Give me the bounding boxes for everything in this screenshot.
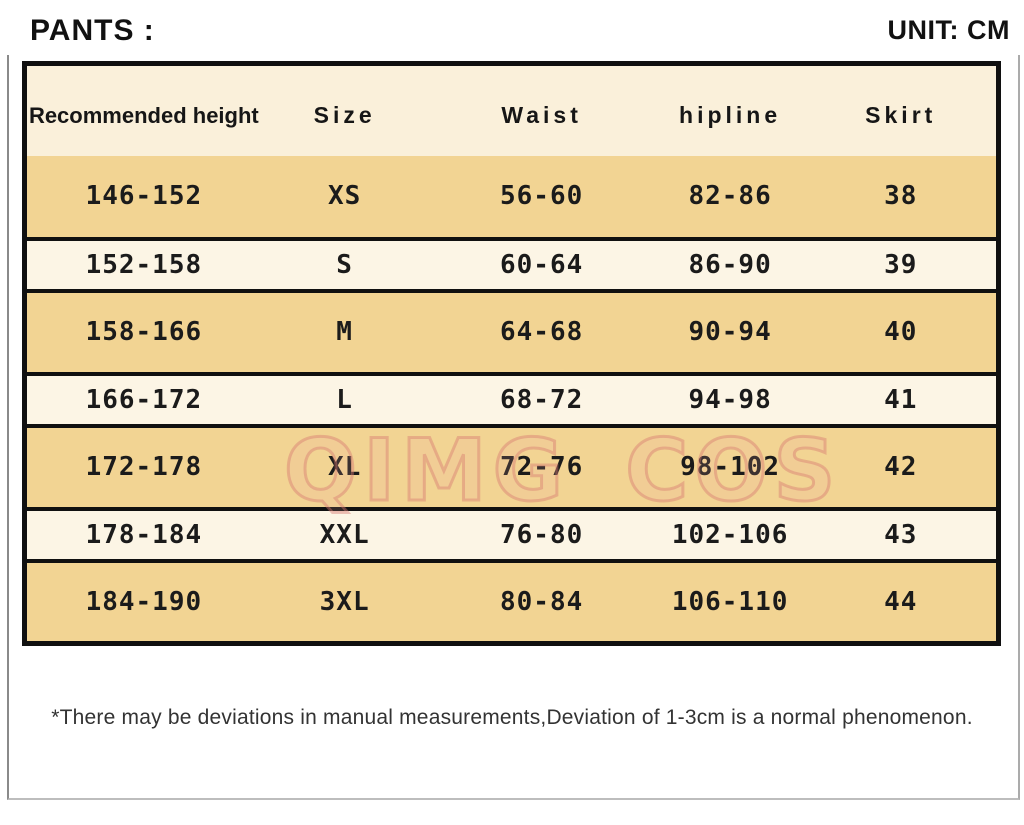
cell-height: 184-190	[85, 586, 203, 617]
column-header-waist: Waist	[501, 102, 582, 129]
cell-height: 146-152	[85, 181, 203, 211]
cell-size: S	[336, 249, 353, 280]
cell-size: XXL	[319, 519, 370, 550]
table-row: 184-190 3XL 80-84 106-110 44	[24, 560, 999, 644]
cell-size: XL	[327, 452, 362, 482]
cell-height: 166-172	[85, 384, 203, 415]
cell-hipline: 90-94	[688, 317, 772, 347]
cell-hipline: 98-102	[680, 452, 781, 482]
column-header-recommended-height: Recommended height	[28, 102, 259, 128]
cell-skirt: 43	[884, 519, 918, 550]
measurement-disclaimer: *There may be deviations in manual measu…	[51, 706, 973, 729]
cell-size: XS	[327, 181, 362, 211]
cell-skirt: 40	[884, 317, 918, 347]
column-header-size: Size	[313, 102, 376, 129]
column-header-skirt: Skirt	[865, 102, 937, 129]
cell-waist: 60-64	[500, 249, 584, 280]
cell-hipline: 86-90	[688, 249, 772, 280]
header-row: Recommended height Size Waist hipline Sk…	[24, 63, 999, 156]
cell-hipline: 94-98	[688, 384, 772, 415]
table-row: 178-184 XXL 76-80 102-106 43	[24, 508, 999, 561]
cell-hipline: 82-86	[688, 181, 772, 211]
size-chart-table: Recommended height Size Waist hipline Sk…	[22, 61, 1001, 646]
cell-waist: 68-72	[500, 384, 584, 415]
cell-waist: 72-76	[500, 452, 584, 482]
table-row: 152-158 S 60-64 86-90 39	[24, 238, 999, 291]
cell-height: 158-166	[85, 317, 203, 347]
cell-waist: 64-68	[500, 317, 584, 347]
column-header-hipline: hipline	[679, 102, 782, 129]
table-row: 146-152 XS 56-60 82-86 38	[24, 155, 999, 239]
cell-skirt: 42	[884, 452, 918, 482]
cell-height: 172-178	[85, 452, 203, 482]
cell-size: M	[336, 317, 353, 347]
cell-hipline: 102-106	[671, 519, 789, 550]
table-row: 166-172 L 68-72 94-98 41	[24, 373, 999, 426]
cell-height: 152-158	[85, 249, 203, 280]
page-title: PANTS :	[30, 14, 155, 47]
cell-waist: 56-60	[500, 181, 584, 211]
cell-waist: 76-80	[500, 519, 584, 550]
cell-skirt: 39	[884, 249, 918, 280]
content-frame	[7, 55, 1020, 800]
cell-size: 3XL	[319, 586, 370, 617]
cell-skirt: 38	[884, 181, 918, 211]
cell-waist: 80-84	[500, 586, 584, 617]
cell-skirt: 44	[884, 586, 918, 617]
cell-height: 178-184	[85, 519, 203, 550]
table-row: 158-166 M 64-68 90-94 40	[24, 290, 999, 374]
cell-size: L	[336, 384, 353, 415]
table-row: 172-178 XL 72-76 98-102 42	[24, 425, 999, 509]
cell-skirt: 41	[884, 384, 918, 415]
unit-label: UNIT: CM	[887, 15, 1010, 45]
cell-hipline: 106-110	[671, 586, 789, 617]
